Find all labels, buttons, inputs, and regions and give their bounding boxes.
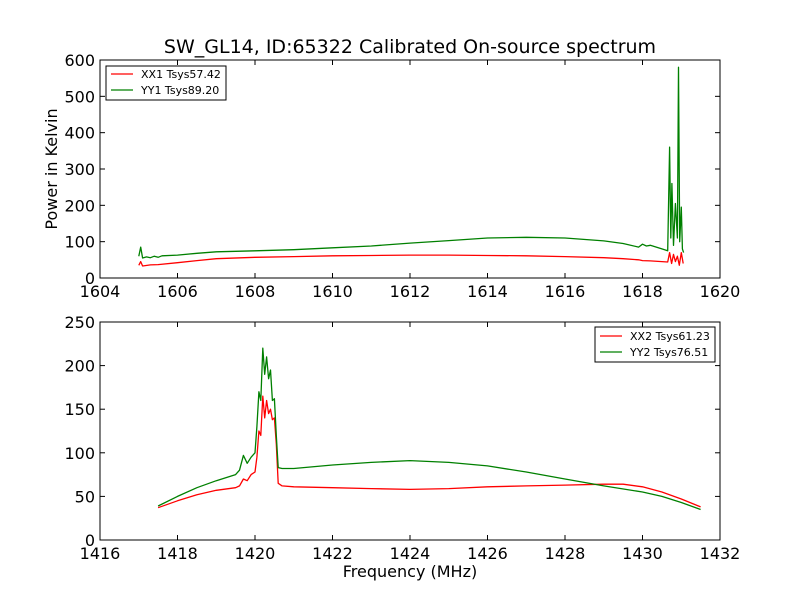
top-xtick-label: 1614 [467,282,508,301]
top-plot-ticks: 1604 1606 1608 1610 1612 1614 1616 1618 1620 0 100… [64,51,740,301]
bottom-xtick-label: 1424 [390,544,431,563]
legend-label-yy1: YY1 Tsys89.20 [140,84,219,97]
bottom-plot-legend-box [594,326,716,363]
bottom-xtick-label: 1432 [700,544,741,563]
bottom-ytick-label: 100 [64,444,95,463]
bottom-xtick-label: 1420 [235,544,276,563]
bottom-xtick-label: 1416 [80,544,121,563]
top-ytick-label: 100 [64,233,95,252]
legend-label-xx2: XX2 Tsys61.23 [630,330,710,343]
bottom-ytick-label: 250 [64,313,95,332]
top-plot-ylabel: Power in Kelvin [42,108,61,229]
bottom-ytick-label: 0 [85,531,95,550]
top-plot-legend: XX1 Tsys57.42 YY1 Tsys89.20 [105,65,227,101]
top-xtick-label: 1612 [390,282,431,301]
top-xtick-label: 1610 [312,282,353,301]
top-xtick-label: 1620 [700,282,741,301]
bottom-plot-legend: XX2 Tsys61.23 YY2 Tsys76.51 [594,326,716,363]
top-ytick-label: 600 [64,51,95,70]
chart-title: SW_GL14, ID:65322 Calibrated On-source s… [164,36,656,58]
top-ytick-label: 0 [85,269,95,288]
bottom-xtick-label: 1418 [157,544,198,563]
top-xtick-label: 1606 [157,282,198,301]
legend-label-xx1: XX1 Tsys57.42 [141,68,221,81]
bottom-plot: 1416 1418 1420 1422 1424 1426 1428 1430 1432 0 50 1… [64,313,740,581]
bottom-xtick-label: 1428 [545,544,586,563]
bottom-plot-xlabel: Frequency (MHz) [343,562,477,581]
top-ytick-label: 300 [64,160,95,179]
bottom-plot-series [157,347,701,511]
top-plot-legend-box [105,65,227,101]
bottom-series-line-xx [157,395,701,509]
bottom-series-line-yy [157,347,701,511]
top-series-line-xx [138,251,684,267]
top-xtick-label: 1604 [80,282,121,301]
bottom-ytick-label: 50 [75,487,95,506]
legend-label-yy2: YY2 Tsys76.51 [629,346,708,359]
bottom-xtick-label: 1426 [467,544,508,563]
bottom-plot-ticks: 1416 1418 1420 1422 1424 1426 1428 1430 1432 0 50 1… [64,313,740,563]
top-xtick-label: 1616 [545,282,586,301]
top-ytick-label: 400 [64,124,95,143]
top-series-line-yy [138,66,685,259]
top-ytick-label: 200 [64,196,95,215]
top-plot: 1604 1606 1608 1610 1612 1614 1616 1618 1620 0 100… [42,51,740,301]
bottom-xtick-label: 1430 [622,544,663,563]
bottom-ytick-label: 200 [64,357,95,376]
top-ytick-label: 500 [64,87,95,106]
top-xtick-label: 1618 [622,282,663,301]
top-xtick-label: 1608 [235,282,276,301]
bottom-ytick-label: 150 [64,400,95,419]
bottom-xtick-label: 1422 [312,544,353,563]
top-plot-series [138,66,685,267]
